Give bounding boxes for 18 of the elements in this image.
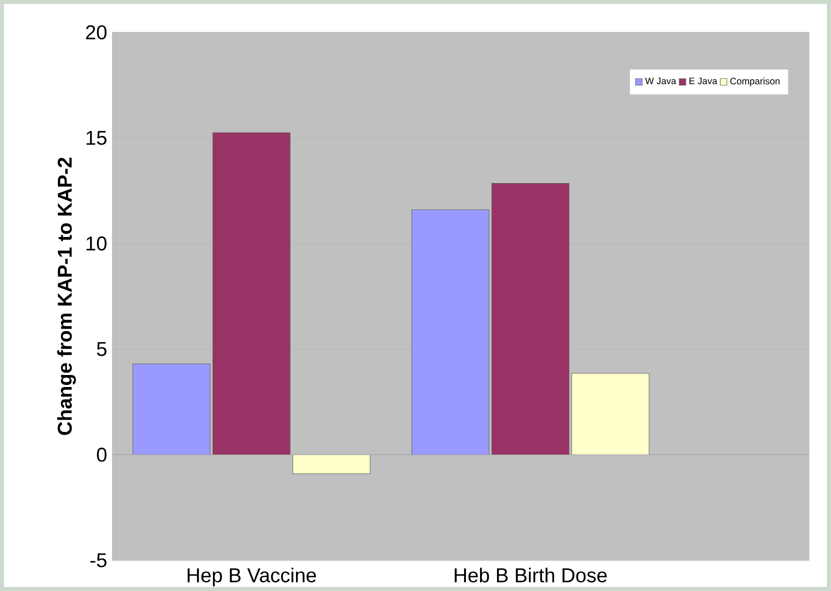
legend-label: Comparison <box>730 78 780 86</box>
bar <box>132 364 210 455</box>
y-tick-label: 20 <box>86 25 106 40</box>
x-tick-label: Heb B Birth Dose <box>454 568 607 582</box>
legend-label: E Java <box>690 78 718 84</box>
y-tick-label: 5 <box>96 342 106 356</box>
y-tick-label: 10 <box>86 236 106 251</box>
y-tick-label: 15 <box>86 130 106 145</box>
y-tick-label: -5 <box>90 553 106 568</box>
bar <box>571 373 650 455</box>
y-tick-label: 0 <box>96 448 107 462</box>
bar <box>491 183 570 455</box>
bar <box>212 132 290 455</box>
legend-label: W Java <box>645 78 676 84</box>
y-axis-title: Change from KAP-1 to KAP-2 <box>57 158 76 435</box>
bar <box>411 209 490 455</box>
x-tick-label: Hep B Vaccine <box>188 568 316 586</box>
bar <box>292 454 370 474</box>
